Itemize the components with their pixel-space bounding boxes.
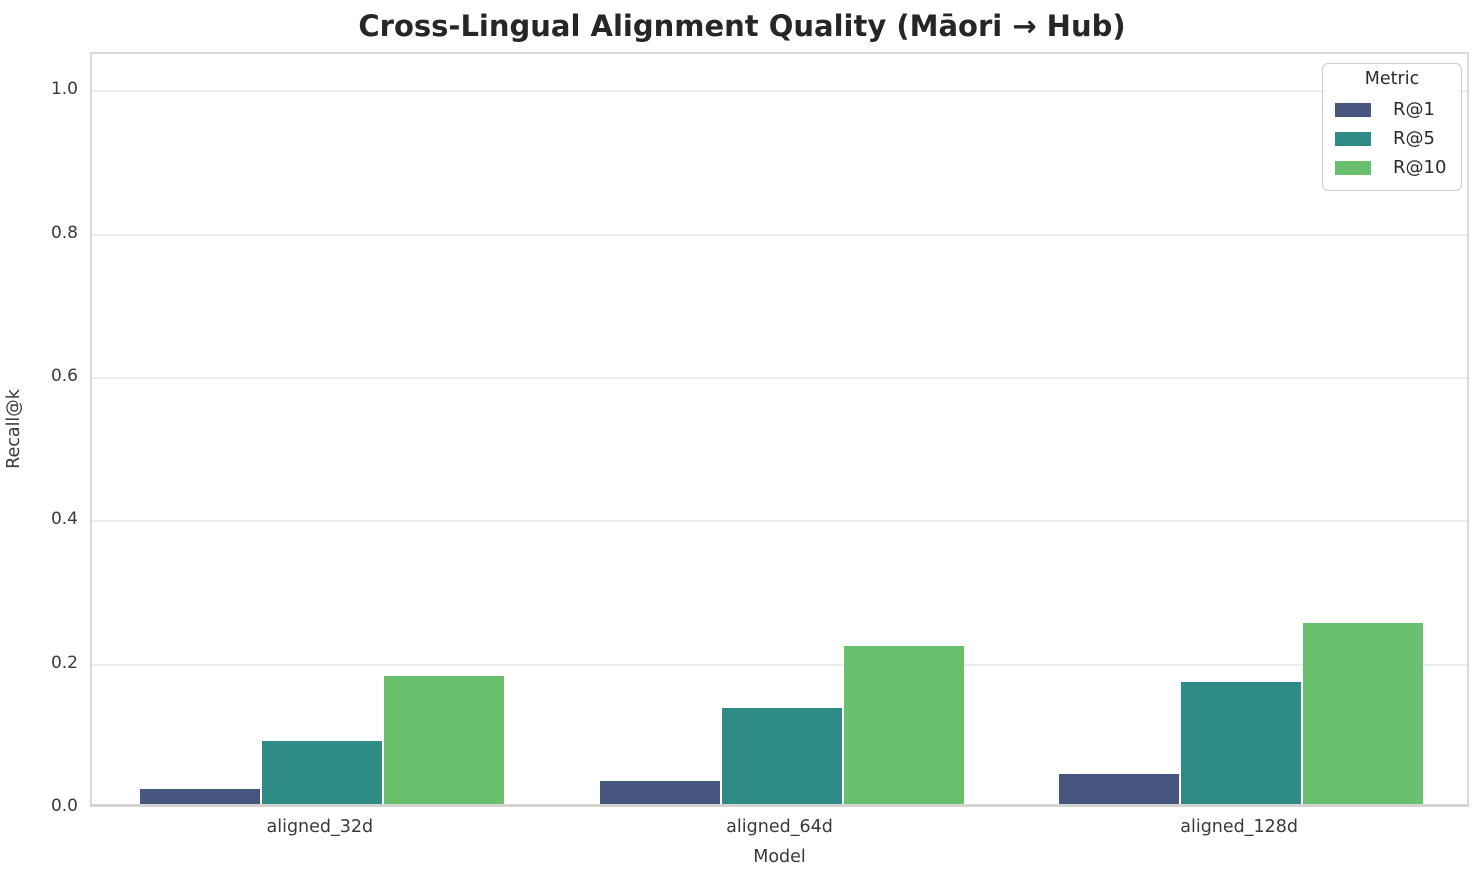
legend-item-R@10: R@10 [1323, 153, 1461, 182]
bar-R@10-aligned_32d [383, 675, 504, 806]
gridline [92, 90, 1467, 93]
gridline [92, 520, 1467, 523]
x-tick-label-aligned_128d: aligned_128d [1180, 817, 1299, 837]
x-tick-label-aligned_64d: aligned_64d [726, 817, 833, 837]
legend-swatch-icon [1335, 102, 1371, 117]
y-tick-label: 0.2 [50, 652, 78, 673]
x-tick-label-aligned_32d: aligned_32d [266, 817, 374, 837]
chart-title: Cross-Lingual Alignment Quality (Māori →… [358, 9, 1126, 43]
bar-R@5-aligned_64d [721, 707, 842, 806]
gridline [92, 663, 1467, 666]
bar-R@5-aligned_128d [1181, 682, 1302, 806]
y-tick-label: 0.0 [50, 796, 78, 816]
legend-item-R@1: R@1 [1323, 95, 1461, 124]
gridline [92, 376, 1467, 379]
x-axis-line [90, 804, 1469, 807]
x-axis-label: Model [753, 847, 806, 867]
plot-area [90, 52, 1469, 806]
bar-R@10-aligned_128d [1303, 623, 1424, 806]
gridline [92, 233, 1467, 236]
legend: Metric R@1 R@5 R@10 [1322, 63, 1462, 191]
legend-title: Metric [1364, 69, 1420, 89]
y-tick-label: 1.0 [50, 79, 78, 100]
legend-swatch-icon [1335, 160, 1371, 175]
y-tick-label: 0.6 [50, 365, 78, 386]
legend-items: R@1 R@5 R@10 [1323, 95, 1461, 182]
bar-R@1-aligned_32d [139, 788, 260, 806]
bar-R@10-aligned_64d [843, 646, 964, 806]
y-axis-label: Recall@k [4, 389, 24, 469]
legend-swatch-icon [1335, 131, 1371, 146]
legend-label: R@10 [1393, 157, 1447, 178]
legend-label: R@5 [1393, 128, 1435, 149]
bar-R@1-aligned_128d [1059, 773, 1180, 806]
bar-R@5-aligned_32d [261, 740, 382, 806]
y-tick-label: 0.8 [50, 222, 78, 243]
legend-label: R@1 [1393, 99, 1435, 120]
legend-item-R@5: R@5 [1323, 124, 1461, 153]
y-tick-label: 0.4 [50, 509, 78, 530]
bar-R@1-aligned_64d [599, 780, 720, 806]
